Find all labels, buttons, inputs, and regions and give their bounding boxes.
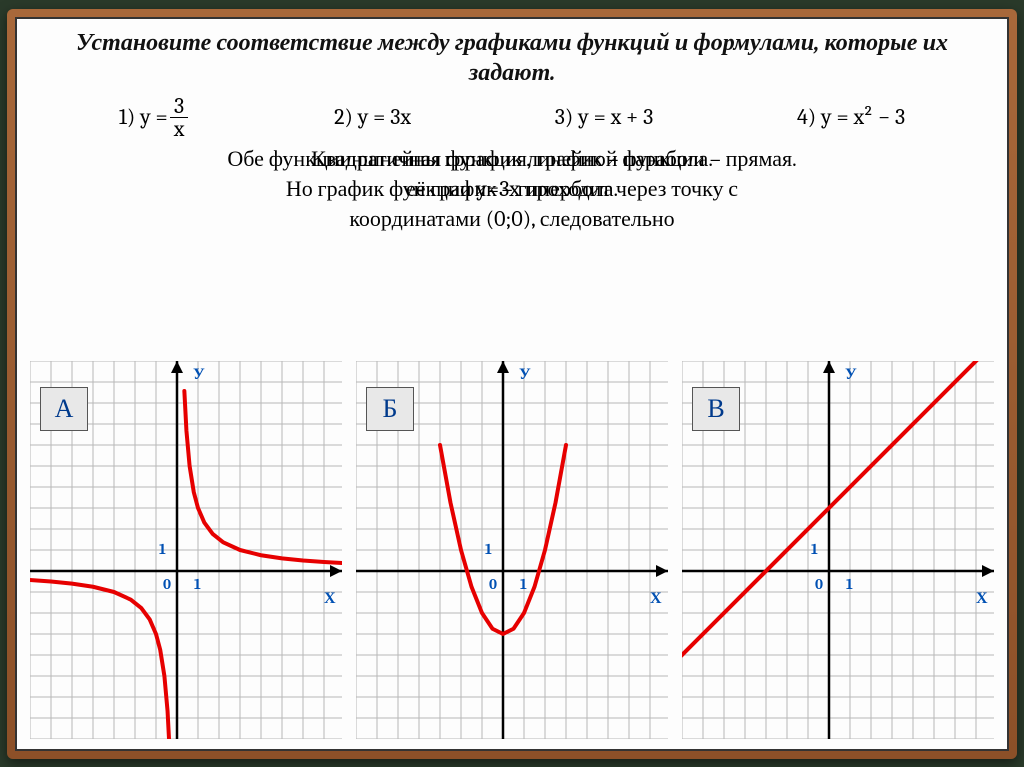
board-frame: Установите соответствие между графиками …	[7, 9, 1017, 759]
fraction-den: x	[170, 118, 189, 140]
formula-row: 1) y = 3 x 2) y = 3x 3) y = x + 3 4) y =…	[17, 91, 1007, 146]
formula-4: 4) y = x² − 3	[797, 104, 905, 130]
chart-B-letter: Б	[366, 387, 414, 431]
chart-B: У Х 1 0 1 Б	[356, 361, 668, 739]
chart-A: У Х 1 0 1 А	[30, 361, 342, 739]
svg-text:Х: Х	[324, 589, 336, 607]
svg-text:У: У	[845, 365, 857, 383]
whiteboard: Установите соответствие между графиками …	[15, 17, 1009, 751]
overlap-c: её график – гипербола.	[17, 176, 1007, 202]
chart-A-letter: А	[40, 387, 88, 431]
svg-text:1: 1	[485, 540, 492, 558]
svg-text:1: 1	[811, 540, 818, 558]
formula-3: 3) y = x + 3	[555, 104, 654, 130]
fraction-num: 3	[170, 95, 188, 118]
overlap-d: координатами (0;0), следовательно	[17, 206, 1007, 232]
charts-row: У Х 1 0 1 А У Х 1 0 1 Б У Х 1 0 1 В	[17, 361, 1007, 739]
svg-text:0: 0	[815, 575, 823, 593]
chart-C-letter: В	[692, 387, 740, 431]
svg-text:Х: Х	[650, 589, 662, 607]
formula-2: 2) y = 3x	[334, 104, 411, 130]
svg-text:1: 1	[520, 575, 527, 593]
chart-C: У Х 1 0 1 В	[682, 361, 994, 739]
fraction: 3 x	[170, 95, 189, 140]
svg-text:0: 0	[489, 575, 497, 593]
svg-text:1: 1	[159, 540, 166, 558]
page-title: Установите соответствие между графиками …	[17, 19, 1007, 91]
svg-text:Х: Х	[976, 589, 988, 607]
svg-text:1: 1	[194, 575, 201, 593]
formula-1: 1) y = 3 x	[119, 95, 190, 140]
svg-text:0: 0	[163, 575, 171, 593]
svg-text:У: У	[519, 365, 531, 383]
formula-1-prefix: 1) y =	[119, 104, 168, 130]
svg-text:У: У	[193, 365, 205, 383]
svg-text:1: 1	[846, 575, 853, 593]
overlap-a: Квадратичная функция, график – парабола.	[17, 146, 1007, 172]
explanation-block: Обе функцииншнейны гррафик линейной функ…	[17, 146, 1007, 276]
